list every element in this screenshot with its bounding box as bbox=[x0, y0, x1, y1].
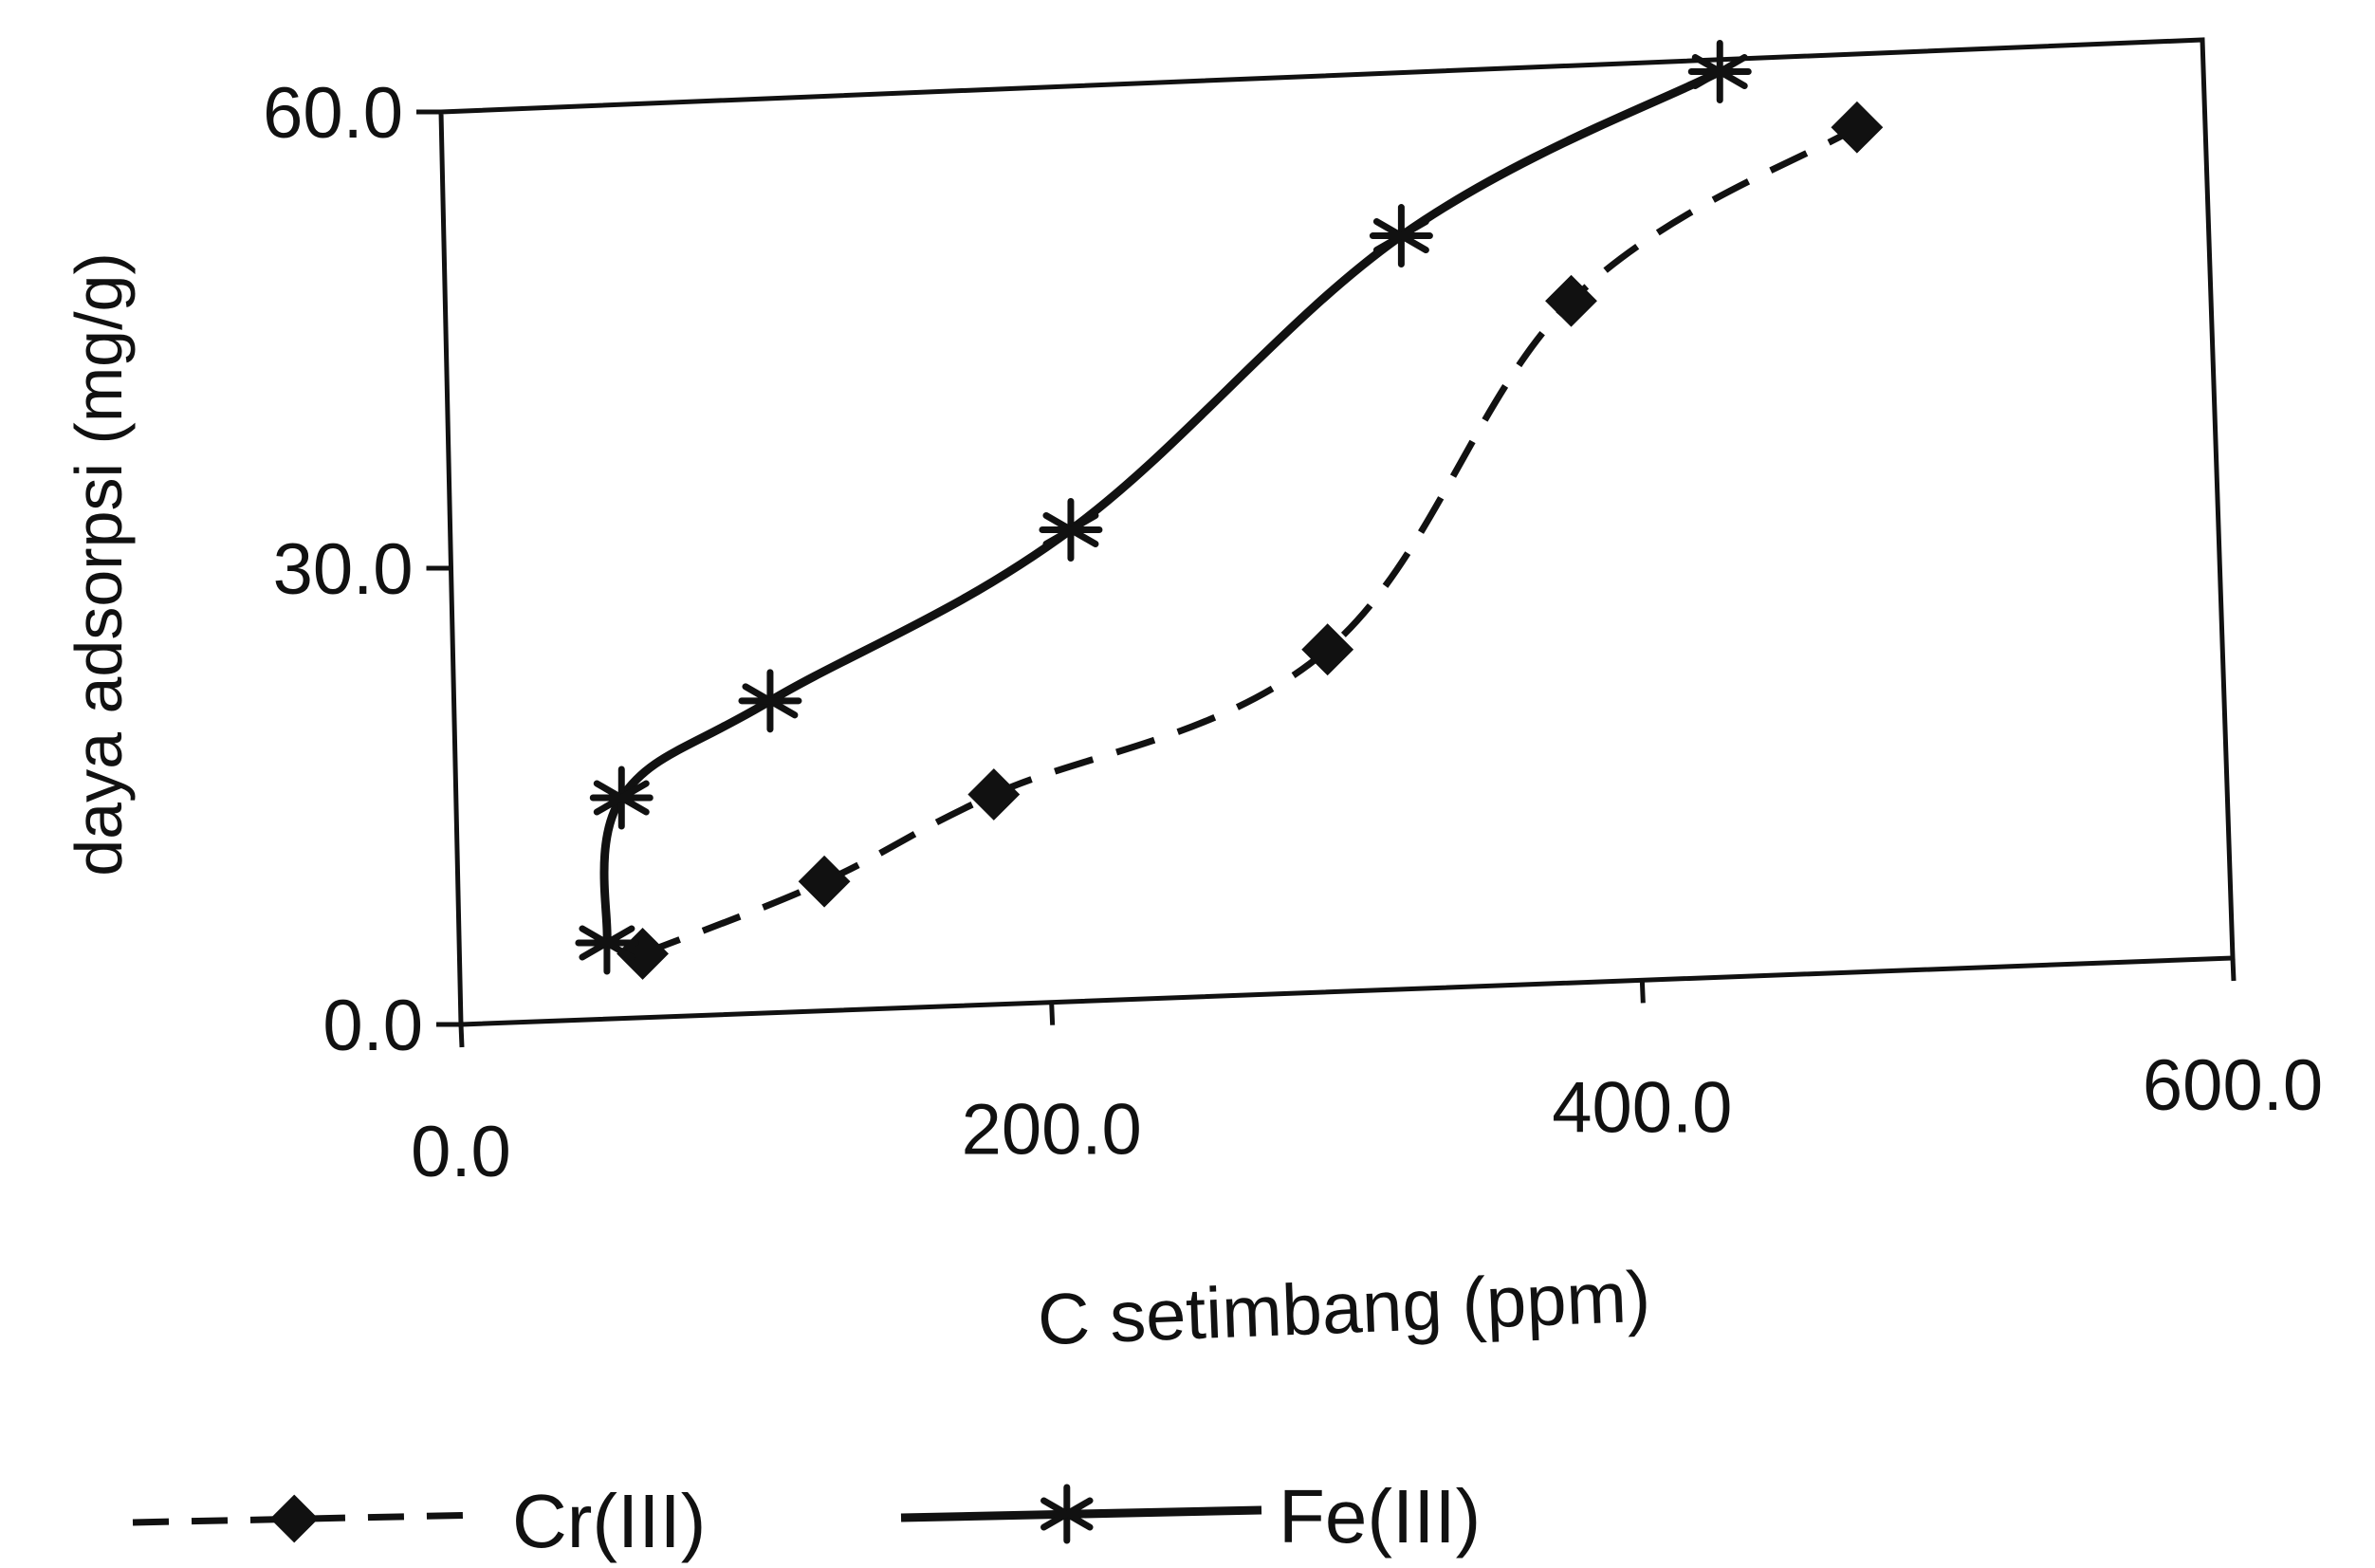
legend-label: Fe(III) bbox=[1279, 1474, 1481, 1559]
data-point-asterisk bbox=[575, 911, 639, 975]
series-line bbox=[641, 124, 1859, 957]
data-point-asterisk bbox=[1039, 497, 1103, 562]
y-tick-label: 0.0 bbox=[322, 986, 423, 1066]
x-tick bbox=[2230, 957, 2237, 982]
series-cr-iii- bbox=[617, 101, 1884, 980]
data-point-asterisk bbox=[589, 766, 654, 830]
legend: Cr(III) Fe(III) bbox=[132, 1474, 1481, 1563]
legend-marker-diamond bbox=[269, 1494, 319, 1543]
data-point-diamond bbox=[798, 855, 851, 908]
y-axis-tick-labels: 0.0 30.0 60.0 bbox=[263, 73, 423, 1066]
x-tick bbox=[1639, 980, 1646, 1004]
y-axis-label: daya adsorpsi (mg/g) bbox=[62, 252, 136, 876]
data-point-asterisk bbox=[1369, 204, 1433, 268]
data-point-diamond bbox=[967, 768, 1021, 821]
x-tick bbox=[1049, 1002, 1056, 1025]
series-fe-iii- bbox=[575, 40, 1752, 975]
series-line bbox=[599, 67, 1722, 944]
data-point-diamond bbox=[1545, 274, 1597, 327]
x-axis-ticks bbox=[458, 957, 2237, 1048]
data-point-diamond bbox=[1831, 101, 1884, 154]
legend-label: Cr(III) bbox=[512, 1479, 706, 1563]
x-tick bbox=[458, 1024, 465, 1048]
x-axis-tick-labels: 0.0 200.0 400.0 600.0 bbox=[411, 1045, 2323, 1192]
legend-marker-asterisk bbox=[1037, 1484, 1097, 1544]
legend-item: Cr(III) bbox=[132, 1479, 706, 1563]
x-tick-label: 600.0 bbox=[2143, 1045, 2323, 1126]
data-point-diamond bbox=[1301, 623, 1354, 676]
series-layer bbox=[575, 40, 1884, 980]
x-axis-label: C setimbang (ppm) bbox=[1037, 1257, 1652, 1361]
data-point-asterisk bbox=[738, 669, 802, 733]
plot-frame bbox=[438, 37, 2236, 1027]
x-tick-label: 400.0 bbox=[1552, 1067, 1732, 1148]
legend-item: Fe(III) bbox=[900, 1474, 1481, 1559]
x-tick-label: 0.0 bbox=[411, 1112, 511, 1192]
y-tick-label: 60.0 bbox=[263, 73, 403, 154]
data-point-asterisk bbox=[1687, 40, 1752, 103]
y-axis-ticks bbox=[416, 109, 461, 1027]
y-tick-label: 30.0 bbox=[273, 529, 414, 610]
x-tick-label: 200.0 bbox=[962, 1090, 1142, 1171]
